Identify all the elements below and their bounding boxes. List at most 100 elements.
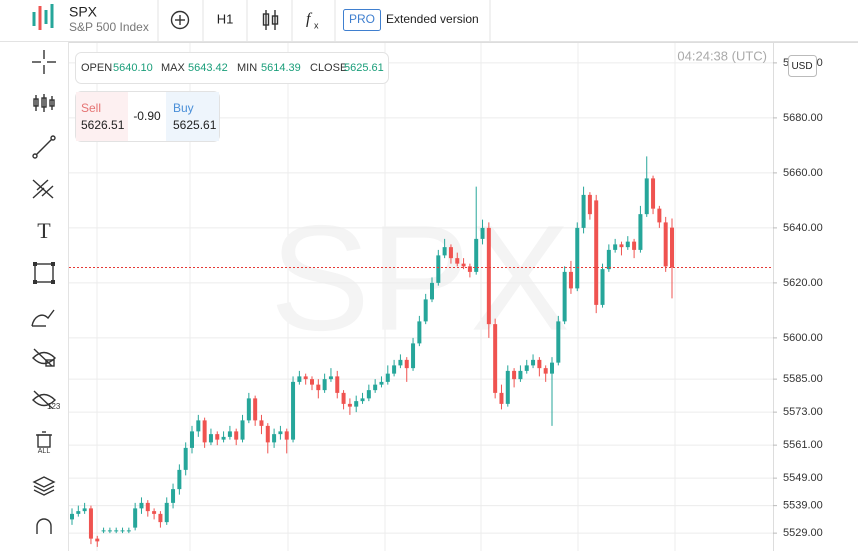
candle-body (562, 271, 567, 322)
candle-body (556, 321, 561, 363)
candle-body (644, 178, 649, 215)
candle-body (505, 370, 510, 404)
y-tick-label: 5539.00 (783, 500, 823, 512)
fork-tool[interactable] (32, 179, 54, 199)
crosshair-tool[interactable] (32, 50, 56, 74)
candle-body (379, 381, 384, 385)
delete-all-tool[interactable] (36, 431, 52, 448)
brush-tool[interactable] (31, 309, 55, 327)
delete-all-label: ALL (38, 448, 51, 455)
ohlc-panel (75, 52, 389, 84)
candle-body (411, 343, 416, 369)
candle-body (651, 178, 656, 209)
logo (32, 4, 54, 30)
candle-body (657, 208, 662, 223)
candle-body (430, 282, 434, 300)
candle-body (133, 508, 138, 528)
candle-body (126, 530, 131, 532)
candle-body (670, 227, 674, 268)
candle-body (392, 365, 397, 374)
candle-body (575, 227, 580, 289)
add-button[interactable] (170, 10, 190, 30)
candle-body (404, 359, 409, 369)
candle-body (316, 384, 321, 391)
candle-body (114, 530, 119, 532)
hide-drawings-tool[interactable] (32, 348, 56, 367)
pro-badge-text: PRO (349, 12, 375, 26)
candle-body (455, 258, 460, 264)
indicators-button[interactable]: f (306, 11, 313, 28)
timeframe-button[interactable]: H1 (217, 11, 234, 26)
y-tick-label: 5660.00 (783, 167, 823, 179)
candles-tool[interactable] (33, 94, 55, 112)
ohlc-label: CLOSE (310, 62, 347, 74)
candle-body (272, 434, 277, 443)
candle-body (284, 431, 289, 440)
candle-body (76, 511, 81, 514)
layers-tool[interactable] (32, 476, 56, 496)
candle-body (638, 214, 643, 250)
candle-body (550, 362, 554, 374)
y-tick-label: 5585.00 (783, 373, 823, 385)
y-tick-label: 5573.00 (783, 406, 823, 418)
chart-type-button[interactable] (262, 10, 279, 30)
buy-button[interactable] (166, 92, 219, 141)
candle-body (347, 403, 352, 407)
candle-body (436, 255, 441, 283)
candle-body (613, 244, 618, 250)
candle-body (158, 513, 163, 523)
candle-body (417, 321, 422, 344)
symbol-name: S&P 500 Index (69, 20, 149, 34)
candle-body (208, 434, 213, 443)
clock: 04:24:38 (UTC) (677, 48, 767, 63)
shape-tool[interactable] (33, 262, 55, 284)
candle-body (619, 244, 624, 248)
y-tick-label: 5529.00 (783, 527, 823, 539)
candle-body (581, 194, 586, 228)
sell-button[interactable] (76, 92, 128, 141)
hide-numbers-label: 123 (47, 402, 61, 411)
candle-body (278, 431, 283, 435)
line-tool[interactable] (32, 135, 56, 159)
candle-body (600, 269, 605, 305)
y-tick-label: 5549.00 (783, 472, 823, 484)
ohlc-label: MAX (161, 62, 186, 74)
candle-body (423, 299, 428, 322)
candle-body (518, 370, 523, 380)
candle-body (164, 502, 169, 523)
hide-numbers-tool[interactable] (32, 390, 56, 409)
sell-label: Sell (81, 101, 101, 115)
candle-body (467, 266, 472, 272)
candle-body (493, 324, 498, 393)
candle-body (265, 425, 270, 443)
y-tick-label: 5620.00 (783, 277, 823, 289)
candle-body (70, 513, 74, 520)
candle-body (221, 436, 226, 440)
candle-body (448, 247, 453, 259)
candle-body (196, 420, 201, 432)
candle-body (354, 401, 359, 407)
sell-price: 5626.51 (81, 118, 125, 132)
candle-body (587, 194, 592, 215)
candle-body (537, 359, 542, 369)
candle-body (341, 392, 346, 404)
pro-badge[interactable] (343, 9, 381, 31)
extended-version[interactable]: Extended version (386, 12, 479, 26)
y-tick-label: 5640.00 (783, 222, 823, 234)
magnet-tool[interactable] (36, 518, 52, 534)
ohlc-value: 5625.61 (344, 62, 384, 74)
text-tool[interactable]: T (37, 218, 51, 243)
candle-body (360, 398, 365, 402)
symbol[interactable]: SPX (69, 4, 98, 20)
candles (70, 156, 674, 547)
candle-body (190, 431, 194, 448)
candle-body (499, 392, 504, 404)
candle-body (240, 420, 245, 440)
candle-body (474, 238, 479, 272)
candle-body (442, 247, 447, 256)
currency-label: USD (791, 61, 812, 72)
candle-body (145, 502, 150, 512)
candle-body (328, 376, 333, 380)
ohlc-label: OPEN (81, 62, 112, 74)
